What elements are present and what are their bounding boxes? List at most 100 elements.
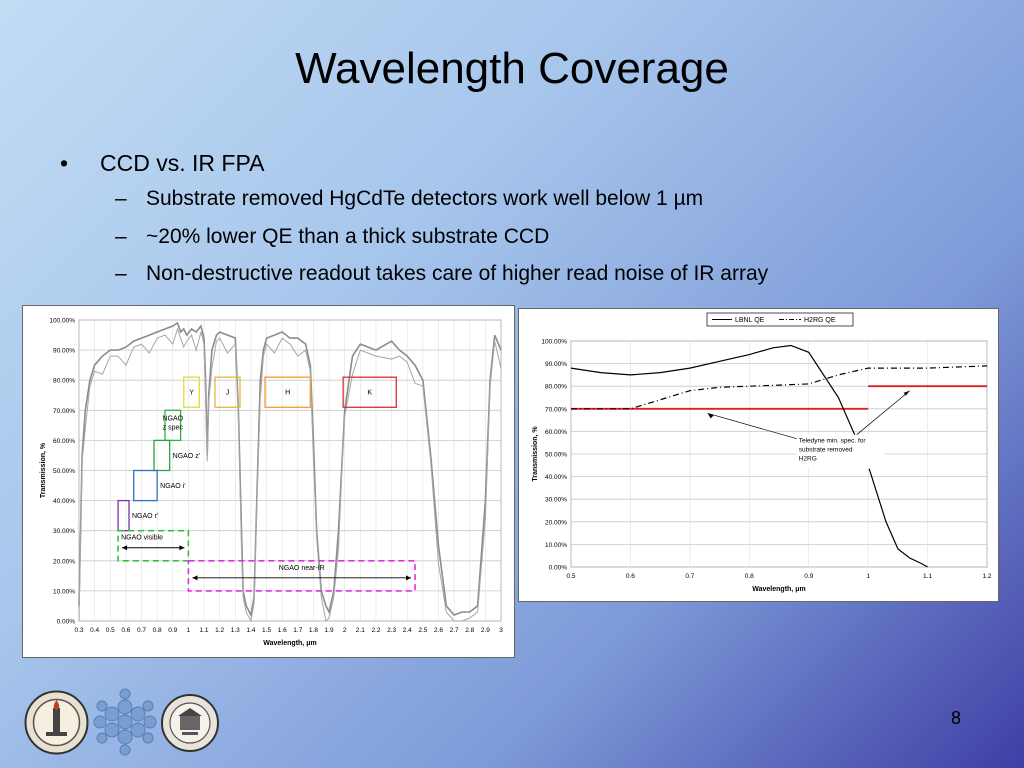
x-tick-label: 2.1: [356, 627, 365, 634]
sub-bullet-readout: Non-destructive readout takes care of hi…: [146, 262, 769, 285]
transmission-curve-detail: [78, 327, 502, 623]
x-tick-label: 1: [187, 627, 191, 634]
band-label: J: [226, 390, 230, 397]
y-tick-label: 80.00%: [53, 378, 75, 385]
y-tick-label: 40.00%: [545, 474, 567, 481]
band-box: [183, 376, 200, 408]
y-tick-label: 10.00%: [545, 542, 567, 549]
x-tick-label: 1.5: [262, 627, 271, 634]
x-tick-label: 0.5: [566, 573, 575, 580]
y-tick-label: 30.00%: [545, 497, 567, 504]
x-tick-label: 0.3: [74, 627, 83, 634]
y-tick-label: 40.00%: [53, 498, 75, 505]
y-tick-label: 70.00%: [545, 406, 567, 413]
bullet-ccd-vs-ir: CCD vs. IR FPA: [100, 150, 265, 176]
y-tick-label: 20.00%: [545, 519, 567, 526]
y-tick-label: 60.00%: [545, 429, 567, 436]
x-tick-label: 1.1: [923, 573, 932, 580]
coverage-box: [117, 529, 190, 562]
x-tick-label: 0.9: [804, 573, 813, 580]
qe-chart: 0.00% 10.00% 20.00% 30.00% 40.00% 50.00% 60.00…: [518, 308, 999, 602]
transmission-chart-svg: 0.00% 10.00% 20.00% 30.00% 40.00% 50.00% 60.00…: [40, 318, 503, 648]
legend-label: LBNL QE: [735, 317, 765, 324]
x-tick-label: 1.3: [231, 627, 240, 634]
annotation-text: H2RG: [799, 456, 817, 463]
x-tick-label: 2.6: [434, 627, 443, 634]
y-tick-label: 20.00%: [53, 558, 75, 565]
coverage-label: NGAO visible: [121, 535, 163, 542]
filter-label: NGAO r': [132, 513, 158, 520]
y-axis-label: Transmission, %: [40, 442, 47, 498]
annotation-background: [796, 434, 885, 469]
x-tick-label: 3: [499, 627, 503, 634]
x-tick-label: 2.3: [387, 627, 396, 634]
x-tick-label: 0.8: [153, 627, 162, 634]
coverage-label: NGAO near-IR: [279, 565, 325, 572]
x-tick-label: 2.9: [481, 627, 490, 634]
lbnl-qe-curve: [570, 344, 928, 568]
filter-box: [153, 439, 171, 472]
x-tick-label: 1.6: [278, 627, 287, 634]
x-tick-label: 1: [866, 573, 870, 580]
page-number: 8: [951, 708, 962, 728]
x-tick-label: 1.1: [200, 627, 209, 634]
x-tick-label: 1.2: [215, 627, 224, 634]
coverage-arrowhead: [179, 545, 185, 551]
band-label: H: [285, 390, 290, 397]
coverage-box: [187, 560, 416, 592]
uc-seal-logo: [160, 692, 220, 754]
x-tick-label: 2.5: [418, 627, 427, 634]
filter-label: NGAO i': [160, 483, 185, 490]
x-axis-label: Wavelength, μm: [752, 586, 805, 593]
h2rg-qe-curve: [571, 365, 988, 410]
coverage-arrowhead: [192, 575, 198, 581]
y-tick-label: 70.00%: [53, 408, 75, 415]
y-tick-label: 100.00%: [541, 339, 567, 346]
x-tick-label: 2.4: [403, 627, 412, 634]
annotation-arrow: [856, 390, 910, 435]
sub-bullet-lower-qe: ~20% lower QE than a thick substrate CCD: [146, 225, 550, 248]
dash-marker: –: [115, 225, 127, 248]
x-axis-label: Wavelength, μm: [263, 640, 316, 647]
annotation-arrowhead: [707, 413, 714, 419]
x-tick-label: 2.7: [450, 627, 459, 634]
x-tick-label: 1.4: [246, 627, 255, 634]
y-tick-label: 80.00%: [545, 384, 567, 391]
y-tick-label: 60.00%: [53, 438, 75, 445]
band-box: [342, 376, 397, 408]
slide-title: Wavelength Coverage: [295, 44, 729, 93]
y-tick-label: 90.00%: [53, 348, 75, 355]
x-tick-label: 0.4: [90, 627, 99, 634]
x-tick-label: 2: [343, 627, 347, 634]
band-label: K: [367, 390, 372, 397]
x-tick-label: 1.7: [293, 627, 302, 634]
filter-label: z spec: [163, 424, 184, 431]
x-tick-label: 2.2: [371, 627, 380, 634]
filter-label: NGAO: [162, 415, 183, 422]
coverage-arrowhead: [122, 545, 128, 551]
y-tick-label: 0.00%: [549, 565, 568, 572]
y-tick-label: 90.00%: [545, 361, 567, 368]
x-tick-label: 0.8: [745, 573, 754, 580]
x-tick-label: 1.8: [309, 627, 318, 634]
sub-bullet-substrate: Substrate removed HgCdTe detectors work …: [146, 187, 704, 210]
transmission-chart: 0.00% 10.00% 20.00% 30.00% 40.00% 50.00% 60.00…: [22, 305, 515, 658]
y-tick-label: 30.00%: [53, 528, 75, 535]
dash-marker: –: [115, 187, 127, 210]
annotation-text: Teledyne min. spec. for: [799, 438, 867, 445]
hexagon-mirror-logo: [90, 688, 160, 756]
caltech-seal-logo: [24, 690, 89, 755]
y-tick-label: 100.00%: [49, 318, 75, 325]
filter-box: [133, 469, 158, 502]
x-tick-label: 2.8: [465, 627, 474, 634]
y-tick-label: 0.00%: [57, 619, 76, 626]
qe-chart-svg: 0.00% 10.00% 20.00% 30.00% 40.00% 50.00% 60.00…: [532, 312, 992, 593]
filter-box: [164, 409, 182, 442]
filter-label: NGAO z': [173, 453, 200, 460]
x-tick-label: 1.9: [325, 627, 334, 634]
bullet-marker: •: [60, 150, 69, 176]
x-tick-label: 0.6: [626, 573, 635, 580]
x-tick-label: 1.2: [982, 573, 991, 580]
band-box: [214, 376, 241, 408]
x-tick-label: 0.7: [137, 627, 146, 634]
